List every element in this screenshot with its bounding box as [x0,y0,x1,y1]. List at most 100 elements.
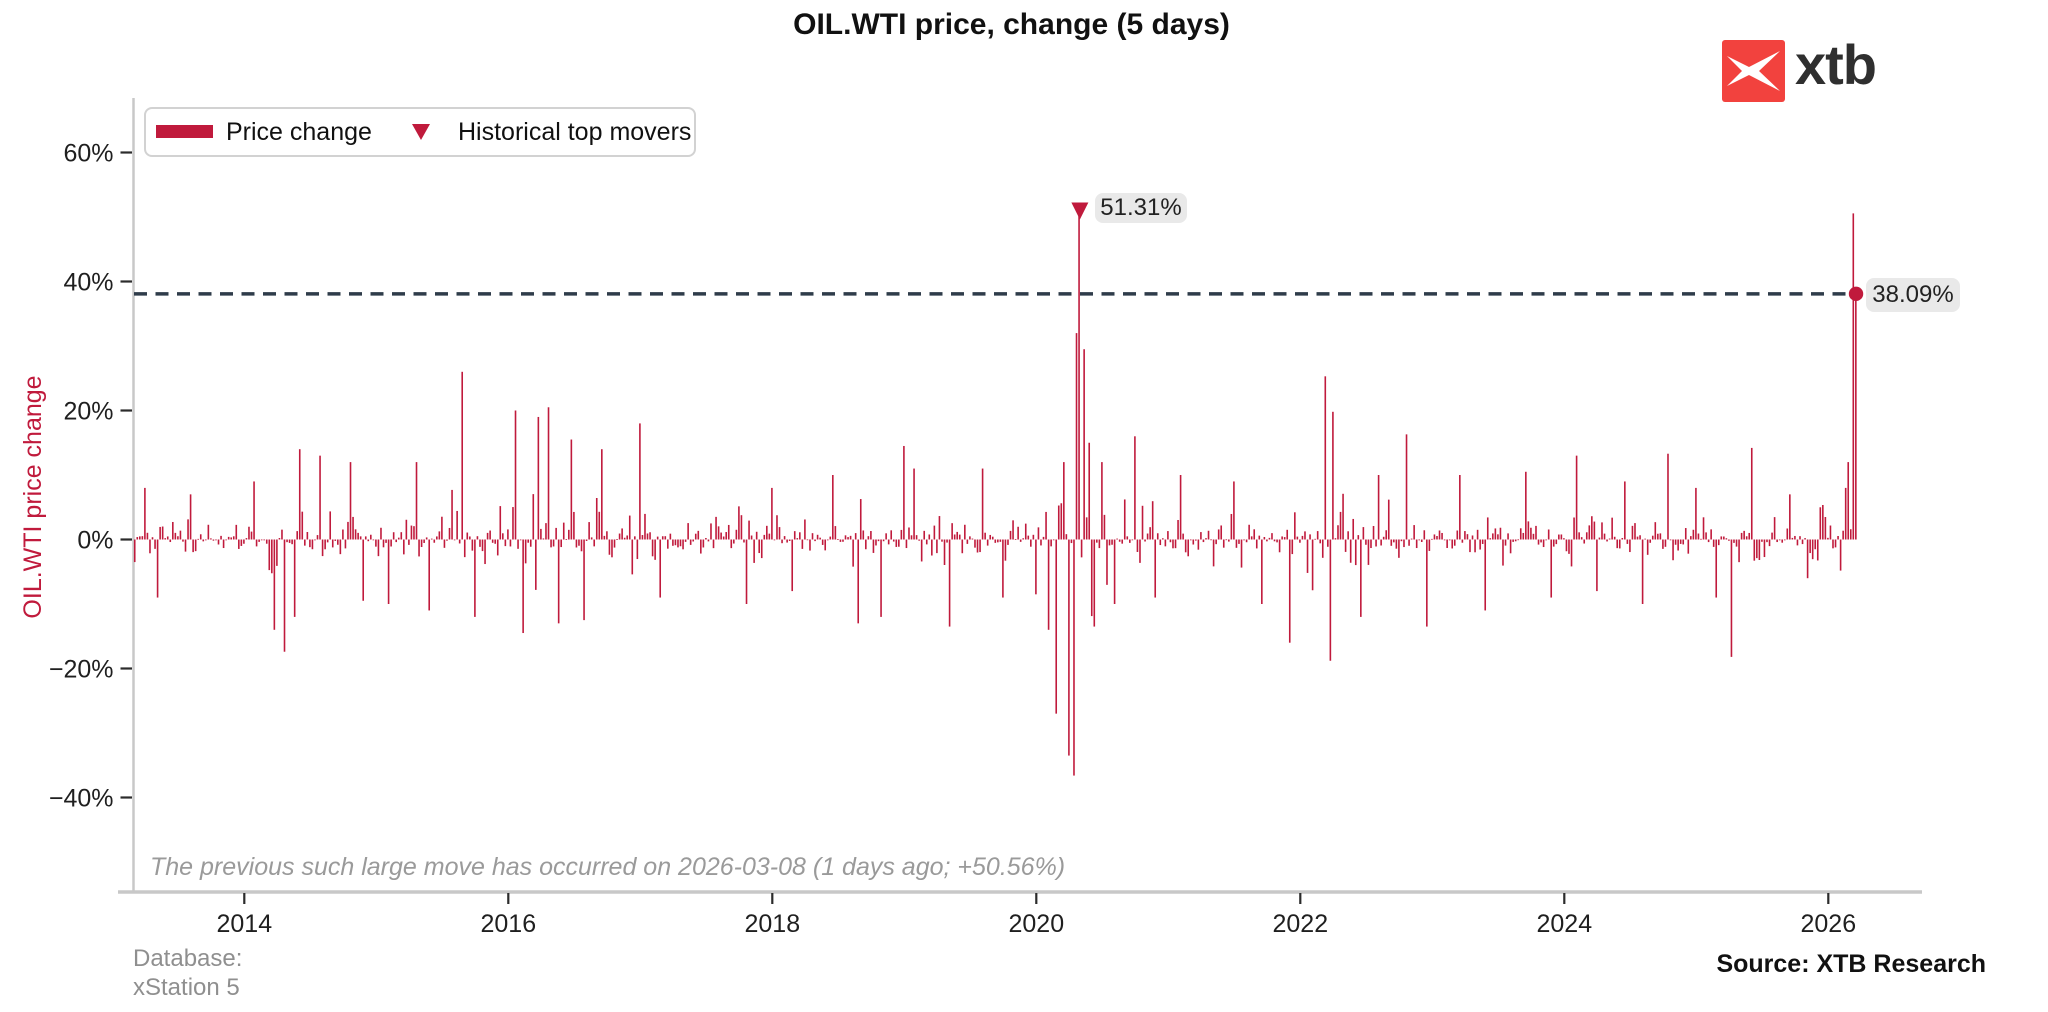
price-change-bar [250,531,253,540]
price-change-bar [1629,539,1631,553]
price-change-bar [288,539,291,543]
price-change-bar [403,539,405,555]
price-change-bar [519,539,522,541]
price-change-bar [1327,539,1329,547]
price-change-bar [1794,535,1796,540]
price-change-bar [593,539,596,547]
price-change-bar [1588,525,1591,540]
price-change-bar [187,519,189,540]
price-change-bar [1723,536,1725,540]
price-change-bar [159,526,161,540]
price-change-bar [1514,539,1517,542]
price-change-bar [210,538,212,540]
price-change-bar [941,539,943,542]
price-change-bar [372,539,375,541]
price-change-bar [453,539,456,541]
price-change-bar [1852,213,1855,540]
price-change-bar [1791,537,1794,540]
price-change-bar [946,539,948,543]
price-change-bar [433,539,436,543]
price-change-bar [1433,534,1436,540]
price-change-bar [413,526,415,540]
price-change-bar [590,537,593,540]
price-change-bar [674,539,677,546]
price-change-bar [1692,529,1695,540]
price-change-bar [966,539,969,544]
price-change-bar [382,539,385,548]
price-change-bar [1055,539,1058,714]
price-change-bar [651,539,654,557]
price-change-bar [1172,539,1174,549]
price-change-bar [370,534,372,540]
price-change-bar [1844,487,1847,540]
price-change-bar [748,520,750,540]
price-change-bar [892,539,895,542]
price-change-bar [557,539,560,624]
price-change-bar [1283,537,1286,540]
price-change-bar [1164,539,1167,547]
price-change-bar [618,533,621,540]
price-change-bar [1690,536,1692,540]
price-change-bar [1786,528,1789,540]
price-change-bar [720,532,722,540]
price-change-bar [913,468,915,540]
current-value-pill: 38.09% [1866,278,1960,312]
price-change-bar [446,539,448,541]
price-change-bar [458,539,461,544]
price-change-bar [463,539,466,558]
price-change-bar [354,529,357,540]
price-change-bar [1697,533,1700,540]
price-change-bar [1395,539,1398,549]
price-change-bar [1654,522,1657,540]
price-change-bar [819,537,821,540]
price-change-bar [903,445,905,540]
price-change-bar [1700,538,1702,540]
price-change-bar [1492,533,1494,540]
price-change-bar [524,539,527,564]
xtb-logo-icon [1722,40,1785,102]
price-change-bar [839,539,842,542]
price-change-bar [936,539,938,554]
price-change-bar [1453,539,1456,546]
price-change-bar [139,536,141,540]
price-change-bar [717,526,720,540]
price-change-bar [1309,534,1311,540]
price-change-bar [1814,539,1817,550]
price-change-bar [1291,539,1294,555]
price-change-bar [1321,539,1324,558]
price-change-bar [821,539,824,545]
price-change-bar [933,525,936,540]
price-change-bar [1733,539,1735,543]
price-change-bar [357,532,359,540]
price-change-bar [608,539,611,555]
price-change-bar [872,539,875,553]
price-change-bar [212,539,215,541]
price-change-bar [1121,539,1124,544]
price-change-bar [441,516,443,540]
price-change-bar [507,529,509,540]
price-change-bar [875,539,877,546]
price-change-bar [1243,539,1245,541]
price-change-bar [768,533,771,540]
price-change-bar [1032,534,1035,540]
y-axis-title: OIL.WTI price change [19,375,47,619]
price-change-bar [679,539,682,547]
price-change-bar [278,537,281,540]
price-change-bar [953,534,956,540]
price-change-bar [562,522,565,540]
price-change-bar [311,539,314,550]
price-change-bar [793,531,796,540]
price-change-bar [646,533,649,540]
price-change-bar [215,539,217,541]
price-change-bar [1443,539,1446,541]
price-change-bar [1464,531,1466,540]
price-change-bar [986,539,989,546]
price-change-bar [700,539,702,554]
price-change-bar [1530,527,1532,540]
price-change-bar [514,410,517,540]
price-change-bar [1146,533,1149,540]
price-change-bar [1618,539,1621,549]
price-change-bar [1481,539,1484,544]
price-change-bar [1017,526,1019,540]
price-change-bar [1151,501,1154,540]
